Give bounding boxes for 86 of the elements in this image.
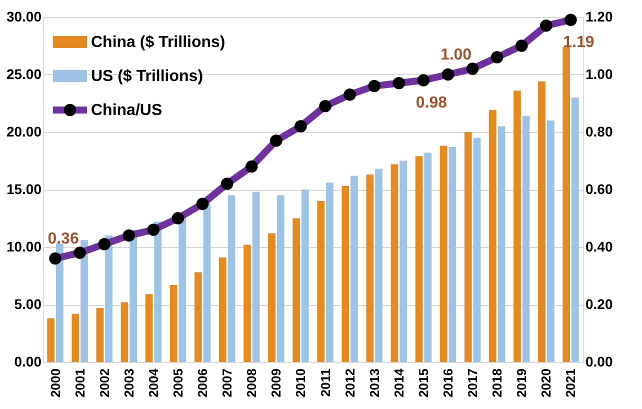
data-label: 1.19 <box>563 34 594 51</box>
y-tick-label: 25.00 <box>6 66 42 82</box>
bar <box>571 98 579 362</box>
y2-tick-label: 0.40 <box>586 238 613 254</box>
y2-tick-label: 0.00 <box>586 354 613 370</box>
bar <box>228 195 236 362</box>
bar <box>488 110 496 362</box>
bar <box>424 152 432 362</box>
y2-tick-label: 0.80 <box>586 124 613 140</box>
x-tick-label: 2008 <box>244 368 260 398</box>
bar <box>276 195 284 362</box>
bar <box>440 146 448 362</box>
x-tick-label: 2016 <box>440 368 456 398</box>
data-label: 0.36 <box>48 230 79 248</box>
bar <box>400 160 408 362</box>
y-tick-label: 15.00 <box>6 181 42 197</box>
bar <box>170 284 178 362</box>
y2-tick-label: 0.20 <box>586 296 613 312</box>
x-tick-label: 2005 <box>170 368 186 398</box>
y2-tick-label: 0.60 <box>586 181 613 197</box>
legend-label: China ($ Trillions) <box>91 34 226 51</box>
bar <box>514 90 521 362</box>
x-tick-label: 2012 <box>342 368 358 398</box>
x-tick-label: 2009 <box>268 368 284 398</box>
bar <box>105 236 112 362</box>
bar <box>464 132 472 362</box>
x-tick-label: 2015 <box>416 368 431 398</box>
bar <box>56 244 64 362</box>
bar <box>130 230 138 362</box>
x-tick-label: 2003 <box>121 368 136 398</box>
x-tick-label: 2001 <box>72 368 88 398</box>
bar <box>366 174 374 362</box>
bar <box>218 257 226 362</box>
x-tick-label: 2014 <box>391 368 406 398</box>
bar <box>244 244 251 362</box>
x-tick-label: 2010 <box>293 368 308 398</box>
bar <box>317 201 325 362</box>
bar <box>390 164 398 362</box>
y-tick-label: 20.00 <box>6 124 42 140</box>
y-tick-label: 10.00 <box>6 238 42 254</box>
bar <box>96 308 104 362</box>
legend-label: China/US <box>91 102 162 119</box>
legend-label: US ($ Trillions) <box>91 68 204 85</box>
y2-tick-label: 1.20 <box>586 8 613 24</box>
bar <box>252 192 260 362</box>
bar <box>301 190 309 362</box>
bar <box>154 222 162 362</box>
bar <box>473 138 481 362</box>
bar <box>203 203 211 362</box>
bar <box>538 81 546 362</box>
bar <box>292 218 300 362</box>
bar <box>562 46 570 362</box>
x-tick-label: 2007 <box>220 368 235 398</box>
bar <box>47 318 55 362</box>
x-tick-label: 2000 <box>48 368 63 398</box>
bar <box>375 168 382 362</box>
bar <box>80 240 88 362</box>
x-tick-label: 2021 <box>563 368 578 398</box>
x-tick-label: 2002 <box>96 368 112 398</box>
x-tick-label: 2006 <box>195 368 210 398</box>
bar <box>546 120 554 362</box>
y-tick-label: 30.00 <box>6 8 42 24</box>
x-tick-label: 2004 <box>146 368 161 398</box>
data-label: 1.00 <box>440 46 472 64</box>
bar <box>522 116 530 362</box>
x-tick-label: 2019 <box>514 368 530 398</box>
x-tick-label: 2011 <box>318 368 333 397</box>
bar <box>72 314 80 362</box>
bar <box>194 272 202 362</box>
bar <box>120 302 128 362</box>
y2-tick-label: 1.00 <box>586 66 613 82</box>
x-tick-label: 2020 <box>538 368 554 398</box>
bar <box>350 176 358 362</box>
bar <box>145 294 153 362</box>
bar <box>448 146 456 362</box>
x-tick-label: 2018 <box>490 368 505 398</box>
bar <box>268 233 276 362</box>
y-tick-label: 5.00 <box>14 296 42 312</box>
bar <box>415 156 423 362</box>
x-tick-label: 2013 <box>366 368 382 398</box>
y-tick-label: 0.00 <box>14 354 42 370</box>
data-label: 0.98 <box>416 94 448 112</box>
bar <box>326 182 334 362</box>
bar <box>342 186 350 362</box>
x-tick-label: 2017 <box>465 368 480 398</box>
bar <box>498 126 506 362</box>
